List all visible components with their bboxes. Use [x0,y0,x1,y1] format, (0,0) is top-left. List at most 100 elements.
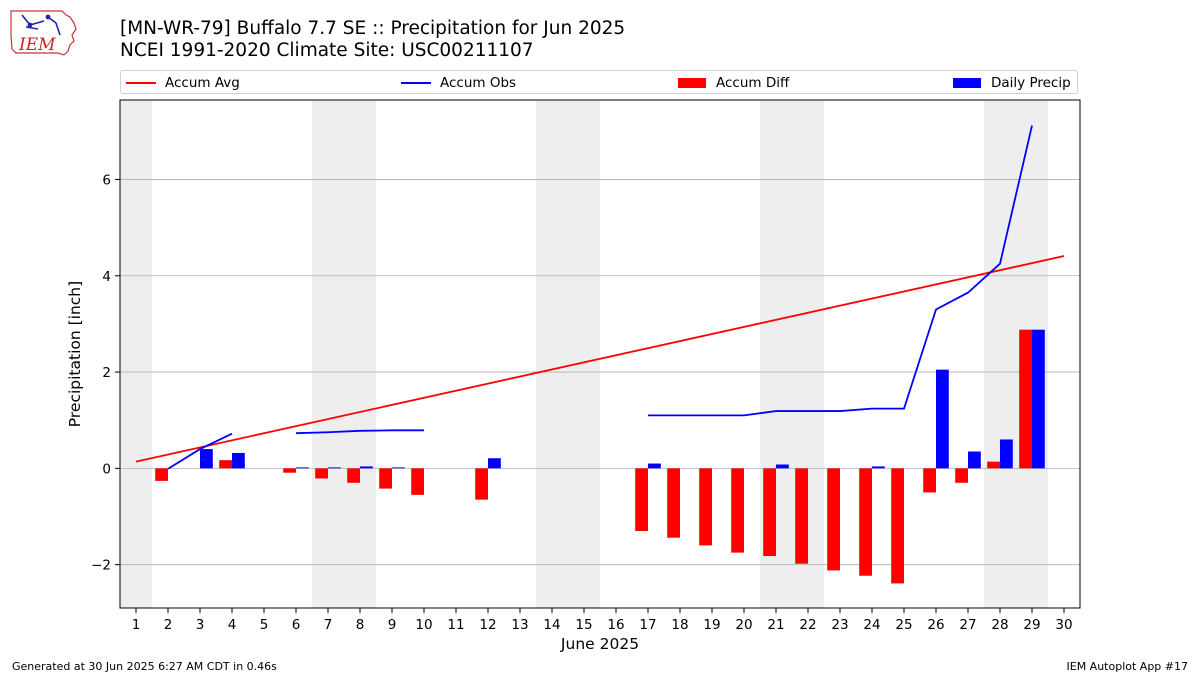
generated-timestamp: Generated at 30 Jun 2025 6:27 AM CDT in … [12,660,277,673]
plot-frame [119,99,1081,609]
weekend-shade [568,100,600,608]
x-tick-label: 12 [479,617,496,633]
daily-precip-bar [1032,329,1045,469]
x-tick-label: 18 [671,617,688,633]
accum-diff-bar [283,468,296,473]
daily-precip-bar [328,467,341,469]
legend-item-daily-precip: Daily Precip [953,74,1071,92]
chart-subtitle: NCEI 1991-2020 Climate Site: USC00211107 [120,40,534,61]
legend-item-accum-avg: Accum Avg [126,74,240,92]
x-tick-label: 20 [735,617,752,633]
app-credit: IEM Autoplot App #17 [1066,660,1189,673]
daily-precip-bar [360,466,373,469]
weekend-shade [312,100,344,608]
legend-item-accum-diff: Accum Diff [678,74,789,92]
x-tick-label: 25 [895,617,912,633]
accum-diff-bar [763,468,776,556]
legend-swatch-daily-precip [953,78,981,88]
iem-logo: IEM [10,10,77,56]
x-tick-label: 6 [292,617,301,633]
accum-diff-bar [379,468,392,489]
x-tick-label: 9 [388,617,397,633]
accum-diff-bar [315,468,328,479]
iowa-state-outline [10,10,77,56]
x-tick-label: 19 [703,617,720,633]
x-tick-label: 14 [543,617,560,633]
x-tick-label: 22 [799,617,816,633]
weekend-shade [536,100,568,608]
accum-diff-bar [411,468,424,495]
x-tick-label: 2 [164,617,173,633]
accum-diff-bar [475,468,488,500]
daily-precip-bar [488,458,501,469]
x-tick-label: 1 [132,617,141,633]
x-tick-label: 26 [927,617,944,633]
legend-label-accum-diff: Accum Diff [716,75,790,91]
x-tick-label: 3 [196,617,205,633]
daily-precip-bar [968,451,981,469]
x-tick-label: 28 [991,617,1008,633]
accum-diff-bar [699,468,712,546]
legend-item-accum-obs: Accum Obs [401,74,516,92]
x-tick-label: 21 [767,617,784,633]
legend-label-accum-obs: Accum Obs [440,75,517,91]
chart-title: [MN-WR-79] Buffalo 7.7 SE :: Precipitati… [120,18,626,39]
daily-precip-bar [392,467,405,469]
weather-station-icon [21,14,61,36]
accum-diff-bar [859,468,872,576]
y-tick-label: 0 [102,461,111,477]
x-tick-label: 8 [356,617,365,633]
accum-diff-bar [219,460,232,469]
accum-obs-line [648,125,1033,417]
accum-diff-bar [795,468,808,564]
daily-precip-bar [648,463,661,469]
x-tick-label: 4 [228,617,237,633]
chart-legend: Accum Avg Accum Obs Accum Diff Daily Pre… [120,70,1078,94]
x-tick-label: 27 [959,617,976,633]
daily-precip-bar [296,467,309,469]
accum-avg-line [135,255,1065,463]
x-tick-label: 5 [260,617,269,633]
y-tick-label: 4 [102,269,111,285]
legend-swatch-accum-obs [401,82,431,84]
accum-diff-bar [923,468,936,493]
x-axis-label: June 2025 [560,635,639,653]
accum-diff-bar [827,468,840,571]
daily-precip-bar [936,369,949,469]
x-tick-label: 15 [575,617,592,633]
x-tick-label: 11 [447,617,464,633]
x-tick-label: 13 [511,617,528,633]
x-tick-label: 17 [639,617,656,633]
weekend-shade [120,100,152,608]
x-tick-label: 30 [1055,617,1072,633]
x-tick-label: 29 [1023,617,1040,633]
x-tick-label: 24 [863,617,880,633]
daily-precip-bar [872,466,885,469]
x-tick-label: 23 [831,617,848,633]
weekend-shade [344,100,376,608]
legend-label-daily-precip: Daily Precip [991,75,1071,91]
accum-obs-line [167,432,233,470]
y-tick-label: 2 [102,365,111,381]
accum-diff-bar [635,468,648,531]
y-axis-label: Precipitation [inch] [66,281,84,427]
daily-precip-bar [776,464,789,469]
legend-swatch-accum-avg [126,82,156,84]
y-tick-label: 6 [102,172,111,188]
x-tick-label: 16 [607,617,624,633]
accum-diff-bar [987,461,1000,469]
legend-swatch-accum-diff [678,78,706,88]
accum-diff-bar [891,468,904,584]
legend-label-accum-avg: Accum Avg [165,75,240,91]
accum-diff-bar [155,468,168,481]
daily-precip-bar [232,452,245,469]
weekend-shade [984,100,1016,608]
daily-precip-bar [1000,439,1013,469]
x-tick-label: 7 [324,617,333,633]
daily-precip-bar [200,449,213,469]
x-tick-label: 10 [415,617,432,633]
svg-text:IEM: IEM [18,35,56,55]
accum-diff-bar [347,468,360,483]
accum-diff-bar [955,468,968,483]
